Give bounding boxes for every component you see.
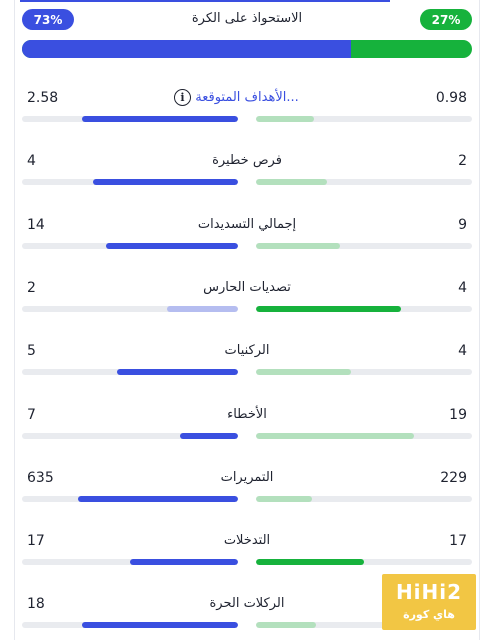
stat-home-value: 4 xyxy=(27,153,36,170)
stat-away-value: 4 xyxy=(458,343,467,360)
home-stat-track xyxy=(22,179,238,186)
top-accent-line xyxy=(20,0,390,2)
away-stat-bar xyxy=(256,559,364,566)
home-stat-track xyxy=(22,495,238,502)
stat-away-value: 2 xyxy=(458,153,467,170)
stat-label: التمريرات xyxy=(220,469,274,485)
away-stat-bar xyxy=(256,116,315,122)
logo-subtext: هاي كورة xyxy=(403,608,455,621)
stat-home-value: 5 xyxy=(27,343,36,360)
stat-row-goalkeeper-saves: 2 تصديات الحارس 4 xyxy=(22,280,472,320)
stat-away-value: 9 xyxy=(458,216,467,233)
away-stat-track xyxy=(256,559,472,566)
home-stat-bar xyxy=(179,432,238,439)
stat-label: فرص خطيرة xyxy=(212,153,282,169)
home-stat-track xyxy=(22,305,238,312)
away-stat-track xyxy=(256,622,472,629)
away-stat-track xyxy=(256,432,472,439)
stat-home-value: 18 xyxy=(27,596,45,613)
logo-text: HiHi2 xyxy=(395,580,463,604)
stat-label: الركنيات xyxy=(224,343,270,359)
home-stat-bar xyxy=(78,495,238,502)
away-stat-bar xyxy=(256,369,352,376)
stat-home-value: 635 xyxy=(27,469,54,486)
away-stat-track xyxy=(256,495,472,502)
right-frame-line xyxy=(479,0,480,640)
away-stat-track xyxy=(256,242,472,249)
stat-row-total-shots: 14 إجمالي التسديدات 9 xyxy=(22,217,472,257)
away-possession-pill: 27% xyxy=(420,9,472,30)
stat-label[interactable]: الأهداف المتوقعة... xyxy=(195,90,299,105)
left-frame-line xyxy=(14,0,15,640)
stat-label: تصديات الحارس xyxy=(203,279,291,295)
away-stat-bar xyxy=(256,179,328,186)
home-stat-bar xyxy=(106,242,238,249)
away-stat-bar xyxy=(256,495,313,502)
home-stat-bar xyxy=(82,116,238,122)
stat-row-tackles: 17 التدخلات 17 xyxy=(22,533,472,573)
stat-home-value: 2.58 xyxy=(27,90,59,106)
stat-away-value: 19 xyxy=(449,406,467,423)
home-stat-track xyxy=(22,242,238,249)
stat-away-value: 0.98 xyxy=(435,90,467,106)
stat-away-value: 17 xyxy=(449,533,467,550)
stat-row-big-chances: 4 فرص خطيرة 2 xyxy=(22,153,472,193)
stat-away-value: 4 xyxy=(458,279,467,296)
stat-home-value: 14 xyxy=(27,216,45,233)
stat-label: إجمالي التسديدات xyxy=(197,216,297,232)
home-stat-track xyxy=(22,432,238,439)
away-stat-track xyxy=(256,369,472,376)
stat-row-fouls: 7 الأخطاء 19 xyxy=(22,407,472,447)
home-stat-track xyxy=(22,622,238,629)
stat-away-value: 229 xyxy=(440,469,467,486)
stat-row-passes: 635 التمريرات 229 xyxy=(22,470,472,510)
away-stat-bar xyxy=(256,432,414,439)
home-stat-bar xyxy=(166,305,238,312)
away-stat-bar xyxy=(256,305,401,312)
stat-home-value: 7 xyxy=(27,406,36,423)
away-stat-track xyxy=(256,116,472,122)
info-icon[interactable]: i xyxy=(174,89,191,106)
home-stat-track xyxy=(22,559,238,566)
possession-header: 73% الاستحواذ على الكرة 27% xyxy=(22,8,472,32)
stat-label: التدخلات xyxy=(223,533,271,549)
possession-home-fill xyxy=(22,40,351,58)
hihi2-logo: HiHi2 هاي كورة xyxy=(382,574,476,630)
stat-label: الركلات الحرة xyxy=(209,596,285,612)
home-stat-bar xyxy=(130,559,238,566)
stat-row-corners: 5 الركنيات 4 xyxy=(22,343,472,383)
away-stat-track xyxy=(256,305,472,312)
away-stat-bar xyxy=(256,242,341,249)
home-possession-pill: 73% xyxy=(22,9,74,30)
away-stat-bar xyxy=(256,622,317,629)
stat-home-value: 17 xyxy=(27,533,45,550)
stat-home-value: 2 xyxy=(27,279,36,296)
away-stat-track xyxy=(256,179,472,186)
possession-title: الاستحواذ على الكرة xyxy=(191,11,303,26)
stat-row-expected-goals[interactable]: 2.58 الأهداف المتوقعة... i 0.98 xyxy=(22,89,472,130)
stat-row-free-kicks: 18 الركلات الحرة xyxy=(22,596,472,636)
home-stat-bar xyxy=(93,179,238,186)
home-stat-track xyxy=(22,369,238,376)
home-stat-bar xyxy=(117,369,238,376)
possession-bar xyxy=(22,40,472,58)
home-stat-track xyxy=(22,116,238,122)
stat-label: الأخطاء xyxy=(227,406,267,422)
home-stat-bar xyxy=(82,622,238,629)
